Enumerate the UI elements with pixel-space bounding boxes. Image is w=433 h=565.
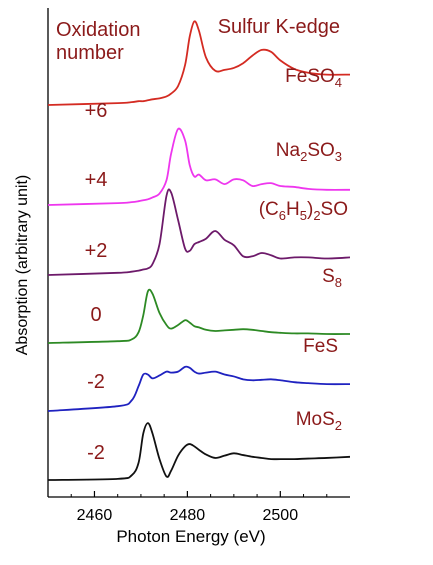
oxidation-number-label: +6 [85,100,108,122]
series-label-text: S [322,266,335,287]
y-axis-label: Absorption (arbitrary unit) [14,175,31,356]
oxidation-number-label: +2 [85,240,108,262]
series-layer [47,20,351,481]
series-label: (C6H5)2SO [259,199,348,223]
series-label-subscript: 2 [313,208,320,223]
series-label-subscript: 6 [279,208,286,223]
series-label-text: H [286,199,300,220]
series-2 [47,127,351,206]
oxidation-header-line-1: Oxidation [56,19,141,41]
series-label-text: SO [307,140,334,161]
chart-title: Sulfur K-edge [218,16,340,38]
series-5 [47,365,351,412]
series-label-text: MoS [296,409,335,430]
series-label: S8 [322,266,342,290]
series-label-subscript: 2 [335,418,342,433]
series-line [47,365,351,412]
plot-axes: 2460 2480 2500 [47,8,350,524]
series-label-text: ) [307,199,313,220]
x-tick-label: 2500 [263,507,299,524]
x-tick-label: 2480 [170,507,206,524]
series-label-text: FeSO [285,66,335,87]
oxidation-number-label: +4 [85,169,108,191]
series-label: MoS2 [296,409,342,433]
series-label-subscript: 8 [335,275,342,290]
series-label-text: FeS [303,336,338,357]
series-label-text: SO [321,199,348,220]
oxidation-number-label: 0 [90,304,101,326]
series-label-subscript: 4 [335,75,342,90]
series-label-subscript: 2 [300,149,307,164]
series-6 [47,422,351,481]
series-label-subscript: 5 [300,208,307,223]
series-1 [47,20,351,106]
series-line [47,188,351,276]
series-line [47,127,351,206]
series-4 [47,288,351,344]
oxidation-number-label: -2 [87,442,105,464]
x-axis-label: Photon Energy (eV) [116,527,265,546]
series-label: FeS [303,336,338,357]
series-3 [47,188,351,276]
series-line [47,20,351,106]
series-line [47,422,351,481]
x-tick-label: 2460 [77,507,113,524]
series-line [47,288,351,344]
oxidation-number-label: -2 [87,371,105,393]
oxidation-header-line-2: number [56,42,124,64]
series-label: Na2SO3 [276,140,342,164]
series-label-text: (C [259,199,279,220]
series-label-text: Na [276,140,301,161]
series-label-subscript: 3 [335,149,342,164]
series-label: FeSO4 [285,66,342,90]
